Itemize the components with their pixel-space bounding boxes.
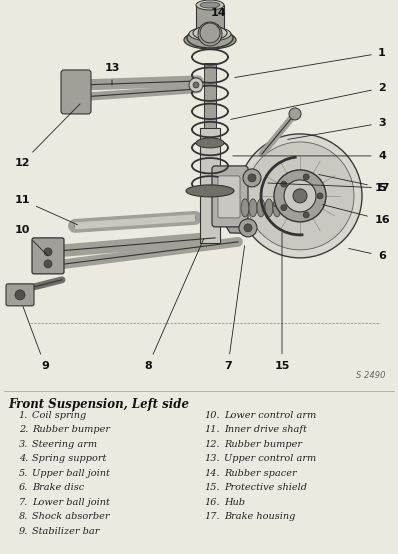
Text: 16.: 16. bbox=[205, 498, 220, 507]
Circle shape bbox=[193, 82, 199, 88]
Text: Lower ball joint: Lower ball joint bbox=[32, 498, 110, 507]
Text: S 2490: S 2490 bbox=[355, 371, 385, 380]
Text: Rubber spacer: Rubber spacer bbox=[224, 469, 297, 478]
FancyBboxPatch shape bbox=[212, 166, 248, 227]
Circle shape bbox=[317, 193, 323, 199]
Ellipse shape bbox=[189, 27, 231, 41]
Circle shape bbox=[244, 224, 252, 232]
Circle shape bbox=[281, 204, 287, 211]
Text: 3.: 3. bbox=[19, 440, 28, 449]
FancyBboxPatch shape bbox=[6, 284, 34, 306]
Text: 1: 1 bbox=[235, 48, 386, 78]
Circle shape bbox=[248, 174, 256, 182]
Text: 14: 14 bbox=[210, 8, 226, 27]
Circle shape bbox=[44, 260, 52, 268]
Circle shape bbox=[274, 170, 326, 222]
FancyBboxPatch shape bbox=[32, 238, 64, 274]
Polygon shape bbox=[214, 154, 280, 234]
Text: 13.: 13. bbox=[205, 454, 220, 463]
Text: Spring support: Spring support bbox=[32, 454, 106, 463]
Bar bbox=[200, 128, 220, 243]
Text: Steering arm: Steering arm bbox=[32, 440, 97, 449]
Circle shape bbox=[243, 169, 261, 187]
Text: 8: 8 bbox=[144, 238, 204, 371]
Text: Upper ball joint: Upper ball joint bbox=[32, 469, 110, 478]
Text: 15.: 15. bbox=[205, 484, 220, 493]
Ellipse shape bbox=[196, 0, 224, 10]
Text: 3: 3 bbox=[288, 118, 386, 140]
Circle shape bbox=[15, 290, 25, 300]
Ellipse shape bbox=[187, 28, 233, 48]
Text: 9.: 9. bbox=[19, 527, 28, 536]
Text: Stabilizer bar: Stabilizer bar bbox=[32, 527, 100, 536]
Ellipse shape bbox=[186, 185, 234, 197]
Circle shape bbox=[238, 134, 362, 258]
Circle shape bbox=[189, 78, 203, 92]
Circle shape bbox=[44, 248, 52, 256]
Circle shape bbox=[284, 180, 316, 212]
Text: Rubber bumper: Rubber bumper bbox=[32, 425, 110, 434]
Text: Protective shield: Protective shield bbox=[224, 484, 307, 493]
Ellipse shape bbox=[273, 199, 281, 217]
Text: 10: 10 bbox=[14, 225, 48, 256]
Text: 9: 9 bbox=[23, 306, 49, 371]
Text: 12.: 12. bbox=[205, 440, 220, 449]
Text: 5: 5 bbox=[268, 183, 386, 193]
Circle shape bbox=[293, 189, 307, 203]
Text: 17.: 17. bbox=[205, 512, 220, 521]
FancyBboxPatch shape bbox=[218, 176, 240, 218]
Circle shape bbox=[239, 219, 257, 237]
FancyBboxPatch shape bbox=[61, 70, 91, 114]
Bar bbox=[196, 5, 224, 33]
Text: 17: 17 bbox=[319, 175, 390, 193]
Circle shape bbox=[281, 181, 287, 187]
Text: 16: 16 bbox=[323, 204, 390, 225]
Text: 5.: 5. bbox=[19, 469, 28, 478]
Text: 4.: 4. bbox=[19, 454, 28, 463]
Text: Brake housing: Brake housing bbox=[224, 512, 295, 521]
Text: Coil spring: Coil spring bbox=[32, 411, 86, 420]
Circle shape bbox=[303, 174, 309, 180]
Bar bbox=[204, 63, 216, 128]
Ellipse shape bbox=[193, 26, 227, 40]
Text: 13: 13 bbox=[104, 63, 120, 85]
Circle shape bbox=[198, 22, 222, 46]
Ellipse shape bbox=[265, 199, 273, 217]
Circle shape bbox=[303, 212, 309, 218]
Circle shape bbox=[289, 108, 301, 120]
Ellipse shape bbox=[241, 199, 249, 217]
Text: 8.: 8. bbox=[19, 512, 28, 521]
Circle shape bbox=[246, 142, 354, 250]
Text: 2: 2 bbox=[231, 83, 386, 119]
Ellipse shape bbox=[257, 199, 265, 217]
Text: Shock absorber: Shock absorber bbox=[32, 512, 109, 521]
Text: 7.: 7. bbox=[19, 498, 28, 507]
Text: 14.: 14. bbox=[205, 469, 220, 478]
Text: Lower control arm: Lower control arm bbox=[224, 411, 316, 420]
Text: 12: 12 bbox=[14, 104, 80, 168]
Text: Front Suspension, Left side: Front Suspension, Left side bbox=[8, 398, 189, 411]
Text: 15: 15 bbox=[274, 233, 290, 371]
Text: Hub: Hub bbox=[224, 498, 245, 507]
Text: Brake disc: Brake disc bbox=[32, 484, 84, 493]
Text: Rubber bumper: Rubber bumper bbox=[224, 440, 302, 449]
Text: 4: 4 bbox=[233, 151, 386, 161]
Text: Upper control arm: Upper control arm bbox=[224, 454, 316, 463]
Text: 10.: 10. bbox=[205, 411, 220, 420]
Ellipse shape bbox=[196, 138, 224, 148]
Text: Inner drive shaft: Inner drive shaft bbox=[224, 425, 307, 434]
Text: 7: 7 bbox=[224, 245, 245, 371]
Circle shape bbox=[200, 23, 220, 43]
Ellipse shape bbox=[200, 2, 220, 8]
Text: 6: 6 bbox=[349, 249, 386, 261]
Text: 1.: 1. bbox=[19, 411, 28, 420]
Text: 11.: 11. bbox=[205, 425, 220, 434]
Text: 11: 11 bbox=[14, 195, 78, 225]
Ellipse shape bbox=[249, 199, 257, 217]
Text: 2.: 2. bbox=[19, 425, 28, 434]
Ellipse shape bbox=[184, 31, 236, 49]
Text: 6.: 6. bbox=[19, 484, 28, 493]
